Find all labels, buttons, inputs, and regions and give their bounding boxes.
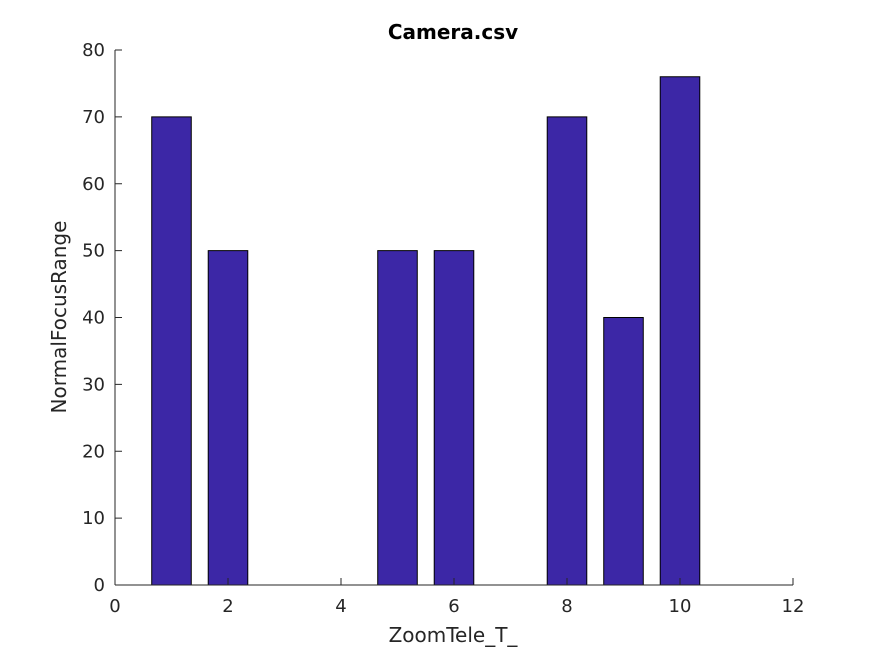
- y-tick-label: 30: [82, 374, 105, 395]
- y-tick-label: 60: [82, 174, 105, 195]
- bar: [433, 250, 475, 586]
- x-tick-label: 12: [782, 596, 805, 617]
- y-tick-label: 80: [82, 40, 105, 61]
- y-tick-label: 0: [94, 575, 105, 596]
- y-tick-label: 20: [82, 441, 105, 462]
- bar: [207, 250, 249, 586]
- bar: [659, 76, 701, 586]
- x-tick-label: 6: [448, 596, 459, 617]
- bar: [603, 317, 644, 586]
- bars-group: [151, 76, 701, 586]
- x-axis: 0 2 4 6 8 10 12: [109, 578, 804, 617]
- y-axis-label: NormalFocusRange: [47, 221, 71, 414]
- chart-title: Camera.csv: [388, 20, 518, 44]
- x-tick-label: 0: [109, 596, 120, 617]
- x-tick-label: 2: [222, 596, 233, 617]
- bar: [546, 116, 588, 586]
- y-tick-label: 70: [82, 107, 105, 128]
- x-tick-label: 10: [669, 596, 692, 617]
- x-tick-label: 8: [561, 596, 572, 617]
- y-axis: 0 10 20 30 40 50 60 70 80: [82, 40, 122, 596]
- x-axis-label: ZoomTele_T_: [389, 623, 519, 647]
- bar: [377, 250, 418, 586]
- bar: [151, 116, 192, 586]
- y-tick-label: 40: [82, 308, 105, 329]
- x-tick-label: 4: [335, 596, 346, 617]
- y-tick-label: 50: [82, 241, 105, 262]
- y-tick-label: 10: [82, 508, 105, 529]
